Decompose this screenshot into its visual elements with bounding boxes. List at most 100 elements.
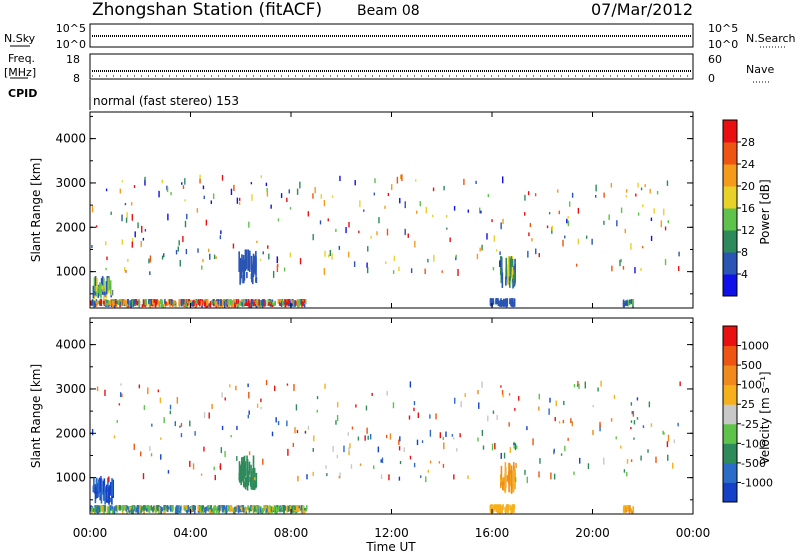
power-echo-cell [241, 254, 243, 268]
velocity-echo-cell [106, 495, 109, 500]
velocity-echo-point [663, 432, 665, 435]
power-echo-cell [242, 255, 245, 268]
power-echo-point [266, 188, 268, 193]
velocity-echo-point [538, 471, 540, 478]
power-echo-point [323, 268, 326, 275]
power-echo-cell [127, 299, 129, 306]
velocity-echo-point [560, 453, 563, 456]
velocity-echo-point [491, 443, 494, 451]
velocity-echo-point [326, 473, 328, 477]
velocity-echo-point [140, 451, 142, 457]
power-echo-cell [271, 301, 274, 305]
velocity-echo-point [221, 425, 224, 431]
power-echo-point [400, 174, 402, 180]
velocity-echo-cell [107, 493, 110, 502]
power-echo-cell [164, 299, 166, 304]
velocity-echo-point [296, 430, 299, 434]
velocity-echo-point [633, 420, 636, 425]
velocity-y-tick-label: 2000 [55, 426, 86, 440]
velocity-echo-cell [238, 461, 241, 476]
power-echo-point [453, 205, 456, 211]
velocity-echo-point [573, 471, 575, 475]
velocity-echo-point [445, 431, 447, 438]
velocity-echo-cell [165, 507, 168, 511]
velocity-echo-point [325, 465, 327, 469]
power-echo-point [396, 176, 399, 184]
power-echo-point [476, 253, 479, 260]
power-echo-cell [501, 272, 504, 288]
velocity-echo-cell [108, 485, 111, 496]
velocity-echo-cell [135, 507, 138, 513]
velocity-echo-cell [134, 505, 137, 513]
velocity-echo-cell [286, 509, 288, 513]
power-echo-cell [97, 300, 100, 305]
velocity-echo-cell [139, 505, 141, 511]
power-echo-point [140, 241, 142, 248]
velocity-echo-point [642, 425, 645, 429]
velocity-echo-point [477, 389, 479, 395]
velocity-echo-point [553, 448, 555, 453]
velocity-echo-cell [187, 505, 189, 511]
velocity-echo-point [369, 434, 372, 440]
velocity-echo-cell [231, 508, 234, 512]
velocity-echo-cell [495, 505, 498, 513]
velocity-echo-point [189, 460, 191, 467]
power-y-tick-label: 4000 [55, 132, 86, 146]
velocity-echo-cell [157, 505, 160, 511]
power-echo-cell [110, 303, 113, 308]
velocity-echo-cell [98, 505, 101, 513]
power-echo-cell [191, 302, 193, 307]
power-echo-point [134, 231, 136, 238]
velocity-echo-cell [509, 473, 512, 487]
power-echo-point [106, 256, 108, 261]
velocity-echo-cell [242, 507, 245, 513]
power-echo-point [286, 197, 288, 203]
velocity-colorbar-swatch [723, 482, 737, 503]
velocity-echo-cell [169, 505, 172, 510]
power-echo-point [335, 228, 337, 233]
power-echo-point [144, 176, 146, 181]
power-echo-point [641, 246, 644, 249]
power-echo-cell [503, 302, 506, 307]
power-echo-cell [151, 299, 154, 305]
velocity-echo-point [429, 414, 431, 419]
power-echo-cell [288, 299, 290, 305]
velocity-echo-point [247, 414, 249, 419]
power-echo-point [495, 249, 498, 252]
power-echo-point [207, 248, 210, 253]
power-echo-cell [509, 298, 511, 304]
power-echo-point [374, 178, 376, 184]
noise-right-tick-bottom: 10^0 [708, 38, 738, 51]
power-echo-point [401, 174, 403, 182]
power-echo-cell [255, 300, 257, 305]
power-colorbar-tick: 16 [741, 202, 755, 215]
power-echo-point [196, 208, 199, 213]
velocity-echo-point [339, 472, 341, 479]
velocity-echo-point [380, 474, 383, 480]
power-echo-point [376, 231, 378, 236]
time-tick-label: 08:00 [274, 526, 309, 540]
power-echo-cell [103, 291, 106, 296]
power-echo-cell [222, 299, 225, 306]
velocity-echo-point [459, 433, 461, 438]
velocity-y-tick-label: 3000 [55, 382, 86, 396]
velocity-echo-cell [202, 508, 204, 513]
power-echo-cell [136, 300, 139, 304]
power-echo-cell [496, 298, 499, 304]
power-echo-cell [237, 299, 240, 305]
power-echo-cell [119, 303, 121, 308]
velocity-echo-cell [192, 505, 194, 511]
power-echo-point [610, 182, 613, 188]
power-echo-cell [195, 299, 198, 304]
velocity-echo-point [248, 451, 251, 456]
power-echo-point [529, 223, 532, 227]
velocity-echo-cell [246, 455, 248, 478]
velocity-echo-point [460, 401, 462, 408]
power-echo-point [267, 245, 269, 249]
power-echo-point [619, 259, 621, 267]
power-echo-cell [509, 270, 511, 288]
velocity-echo-cell [247, 472, 249, 483]
velocity-echo-point [487, 415, 489, 422]
velocity-echo-point [587, 463, 590, 469]
power-echo-cell [205, 300, 208, 306]
